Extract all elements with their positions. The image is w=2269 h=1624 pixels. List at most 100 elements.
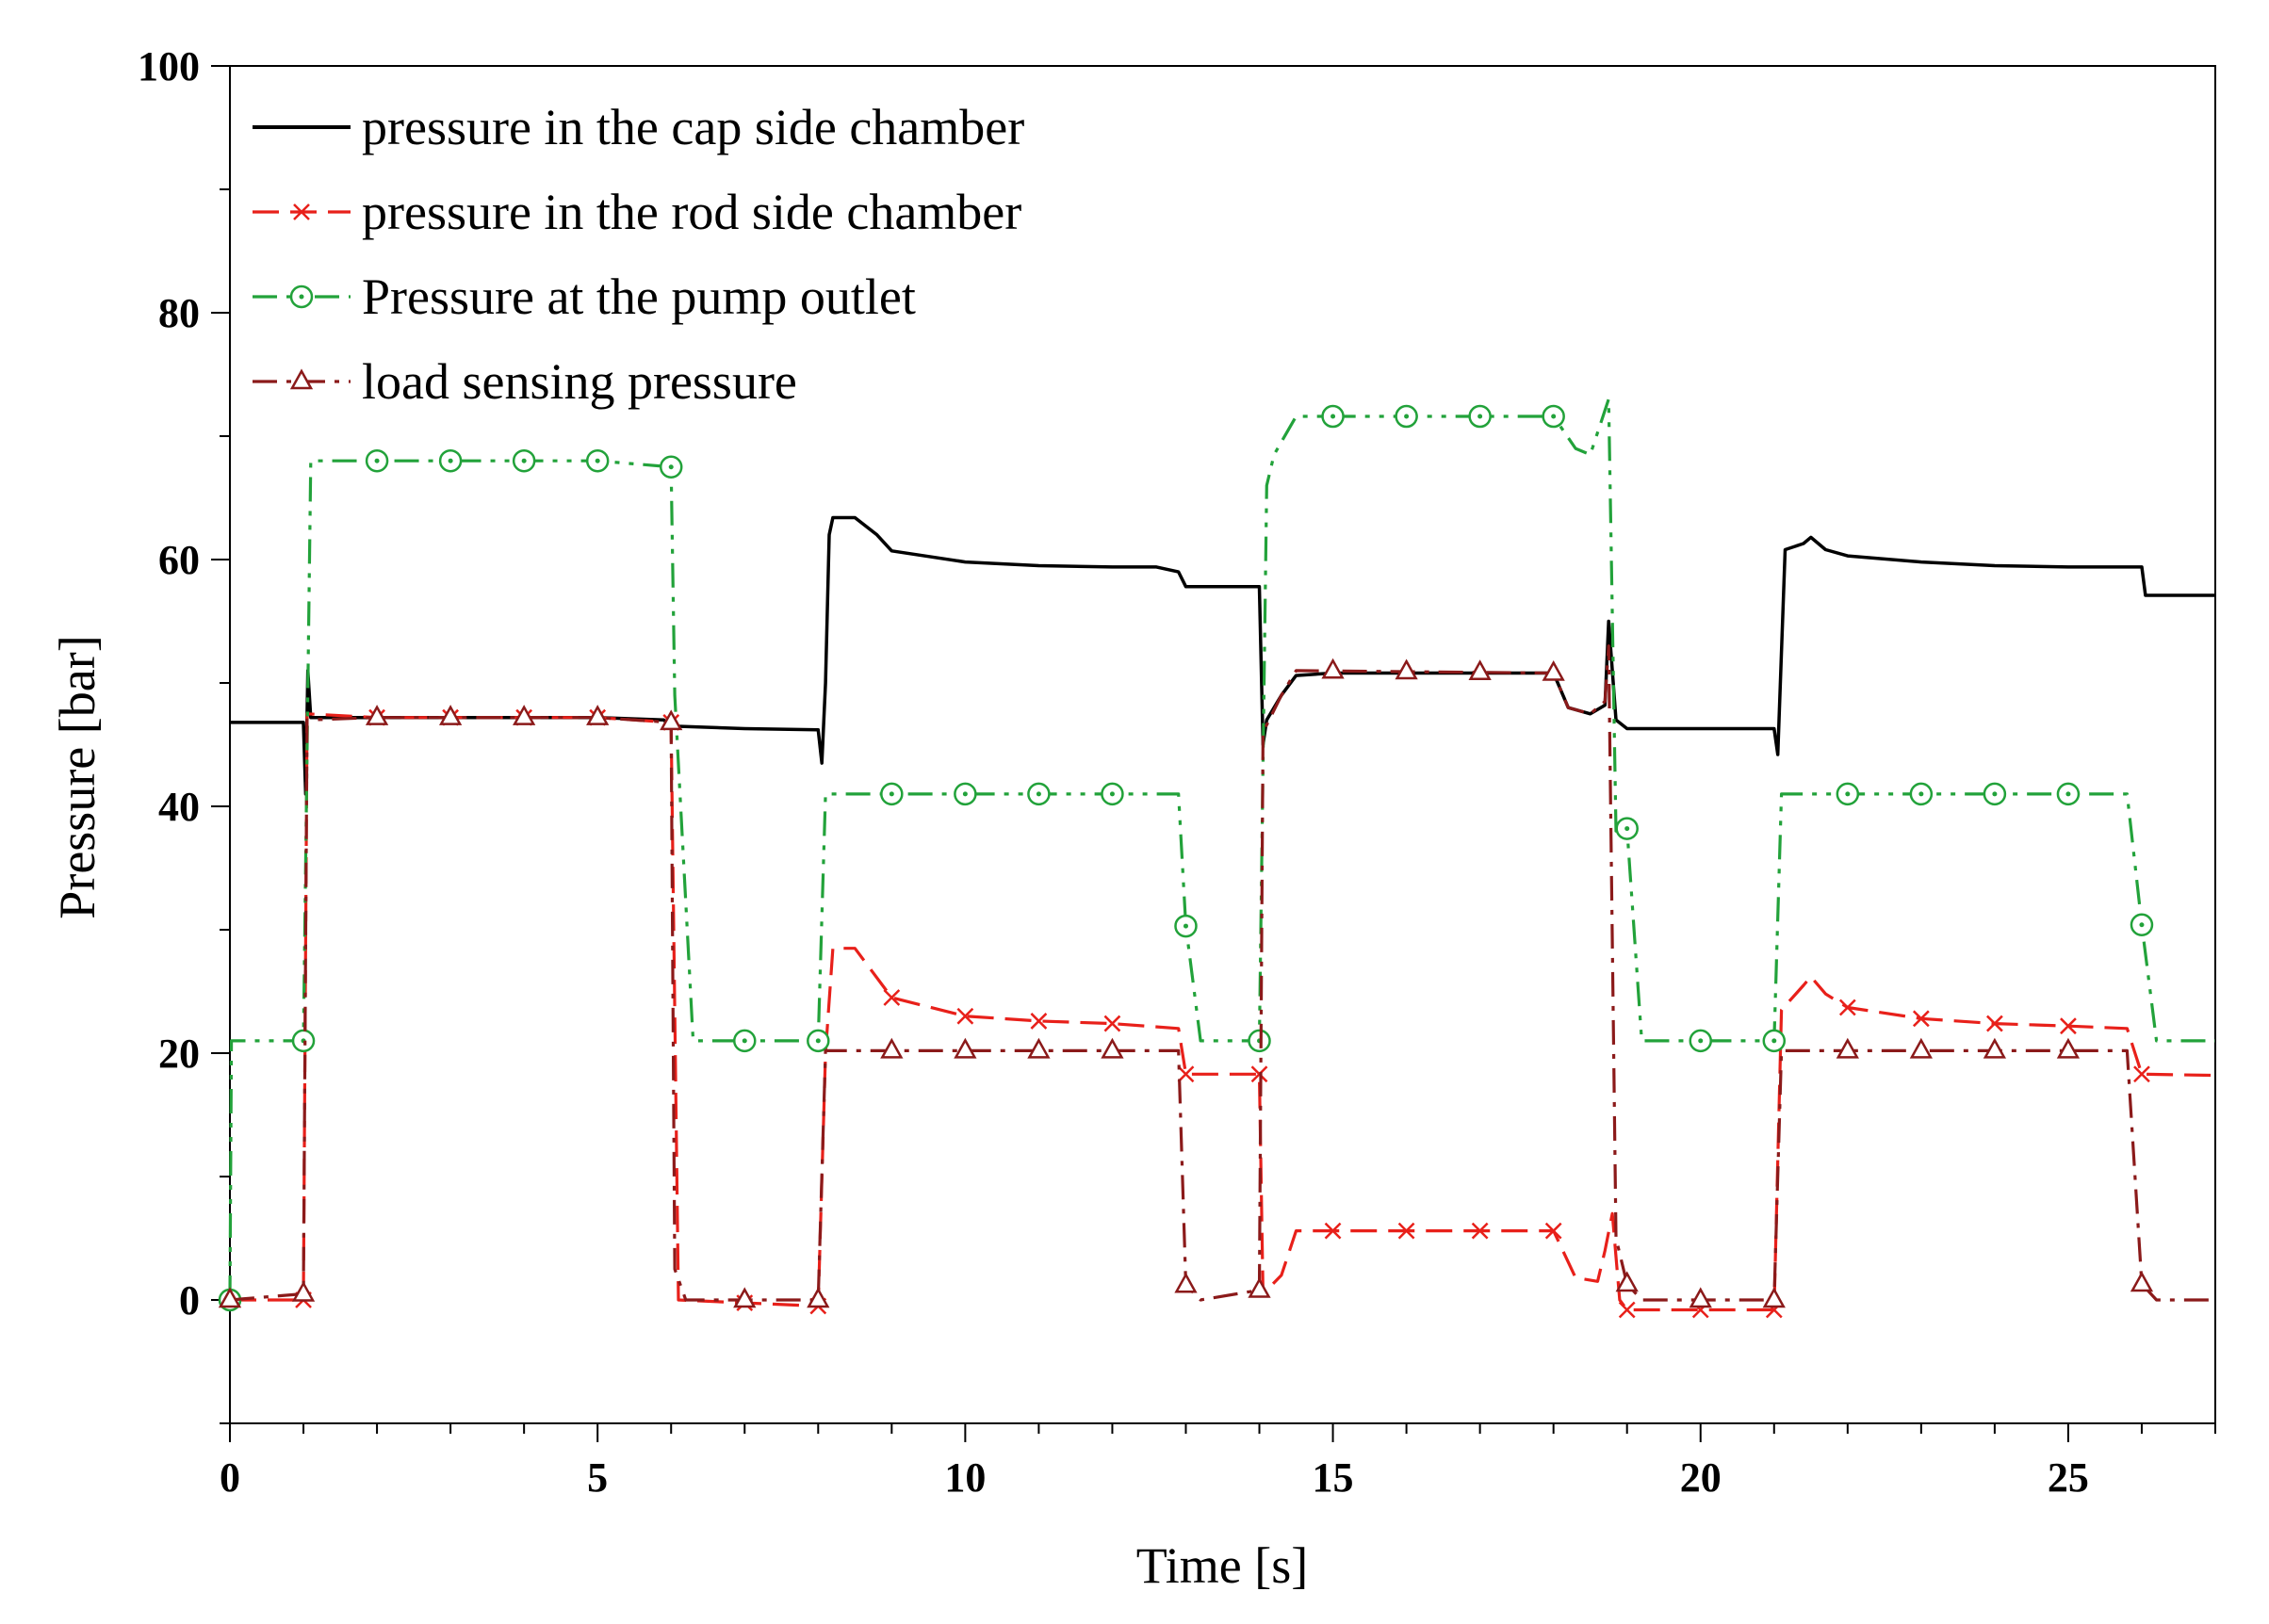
- data-point-marker: [1248, 1029, 1271, 1053]
- data-point-marker: [2056, 1037, 2081, 1059]
- data-point-marker: [1030, 1013, 1048, 1030]
- data-point-marker: [880, 1037, 904, 1059]
- x-tick-label: 0: [220, 1454, 240, 1501]
- legend-label: Pressure at the pump outlet: [362, 268, 916, 325]
- data-point-marker: [1912, 1010, 1930, 1028]
- data-point-marker: [1103, 1015, 1121, 1032]
- data-point-marker: [1248, 1276, 1271, 1298]
- series-line: [230, 515, 2215, 796]
- data-point-marker: [1471, 1222, 1489, 1240]
- y-tick-label: 80: [158, 290, 200, 336]
- data-point-marker: [365, 705, 389, 725]
- data-point-marker: [1027, 782, 1051, 806]
- legend-marker: [289, 284, 314, 309]
- legend-label: pressure in the cap side chamber: [362, 99, 1024, 155]
- data-point-marker: [1542, 404, 1565, 429]
- data-point-marker: [1615, 817, 1639, 840]
- legend-entry: Pressure at the pump outlet: [253, 268, 916, 325]
- x-axis-title: Time [s]: [1136, 1537, 1309, 1594]
- data-point-marker: [1544, 1222, 1562, 1240]
- data-point-marker: [1689, 1029, 1712, 1053]
- data-point-marker: [1618, 1301, 1636, 1319]
- y-axis-title: Pressure [bar]: [49, 635, 106, 918]
- data-point-marker: [1615, 1271, 1639, 1292]
- legend-entry: pressure in the cap side chamber: [253, 99, 1024, 155]
- x-tick-label: 20: [1680, 1454, 1722, 1501]
- data-point-marker: [2060, 1017, 2077, 1035]
- data-point-marker: [733, 1287, 757, 1308]
- data-point-marker: [586, 705, 610, 725]
- data-point-marker: [1395, 658, 1418, 680]
- x-tick-label: 15: [1313, 1454, 1354, 1501]
- data-point-marker: [1762, 1029, 1787, 1053]
- data-point-marker: [1909, 782, 1934, 806]
- series-line: [228, 398, 2215, 1301]
- data-point-marker: [883, 989, 901, 1006]
- data-point-marker: [1468, 659, 1492, 681]
- data-point-marker: [1174, 914, 1198, 938]
- data-point-marker: [218, 1287, 242, 1308]
- data-point-marker: [807, 1287, 830, 1308]
- data-point-marker: [1101, 1037, 1124, 1059]
- data-point-marker: [1836, 1037, 1859, 1059]
- data-point-marker: [660, 709, 683, 731]
- plot-frame: [229, 65, 2216, 1424]
- legend-entry: load sensing pressure: [253, 353, 797, 410]
- data-point-marker: [1101, 782, 1124, 806]
- data-point-marker: [1395, 404, 1418, 429]
- x-tick-label: 25: [2048, 1454, 2089, 1501]
- data-point-marker: [438, 705, 463, 725]
- y-tick-label: 20: [158, 1031, 200, 1077]
- x-axis: 0 5 10 15 20 25: [220, 1423, 2216, 1501]
- series-1: [230, 515, 2215, 796]
- data-point-marker: [291, 1280, 316, 1302]
- y-tick-label: 60: [158, 537, 200, 583]
- legend-label: pressure in the rod side chamber: [362, 184, 1021, 240]
- legend-entry: pressure in the rod side chamber: [253, 184, 1021, 240]
- x-tick-label: 10: [944, 1454, 986, 1501]
- data-point-marker: [659, 455, 683, 479]
- data-point-marker: [956, 1007, 974, 1025]
- legend-marker: [289, 368, 314, 390]
- y-axis: 0 20 40 60 80 100: [138, 43, 230, 1424]
- data-point-marker: [1762, 1287, 1786, 1308]
- data-point-marker: [807, 1029, 830, 1053]
- data-point-marker: [1321, 404, 1345, 429]
- legend-label: load sensing pressure: [362, 353, 797, 410]
- data-point-marker: [2056, 782, 2081, 806]
- data-point-marker: [1983, 782, 2007, 806]
- data-point-marker: [585, 448, 610, 473]
- data-point-marker: [1542, 659, 1565, 681]
- data-point-marker: [1321, 658, 1345, 679]
- data-point-marker: [1986, 1015, 2003, 1032]
- data-point-marker: [733, 1029, 757, 1053]
- series-3: [218, 398, 2215, 1312]
- data-point-marker: [1027, 1037, 1051, 1059]
- y-tick-label: 100: [138, 43, 200, 89]
- legend: pressure in the cap side chamber pressure…: [253, 99, 1024, 410]
- data-point-marker: [1909, 1037, 1933, 1059]
- y-tick-label: 0: [179, 1277, 200, 1324]
- data-point-marker: [1838, 999, 1856, 1016]
- series-layer: [218, 398, 2216, 1319]
- data-point-marker: [365, 448, 389, 473]
- data-point-marker: [1468, 404, 1492, 429]
- data-point-marker: [1324, 1222, 1342, 1240]
- data-point-marker: [291, 1029, 316, 1053]
- data-point-marker: [438, 448, 463, 473]
- series-4: [218, 644, 2215, 1308]
- data-point-marker: [2133, 1065, 2150, 1083]
- data-point-marker: [2130, 913, 2154, 937]
- data-point-marker: [1397, 1222, 1415, 1240]
- data-point-marker: [954, 1037, 977, 1059]
- data-point-marker: [2130, 1271, 2154, 1292]
- legend-marker: [293, 203, 310, 220]
- y-tick-label: 40: [158, 784, 200, 830]
- data-point-marker: [1983, 1037, 2007, 1059]
- data-point-marker: [513, 705, 536, 725]
- data-point-marker: [1174, 1272, 1198, 1293]
- data-point-marker: [1836, 782, 1860, 806]
- series-line: [229, 644, 2215, 1302]
- data-point-marker: [954, 782, 977, 806]
